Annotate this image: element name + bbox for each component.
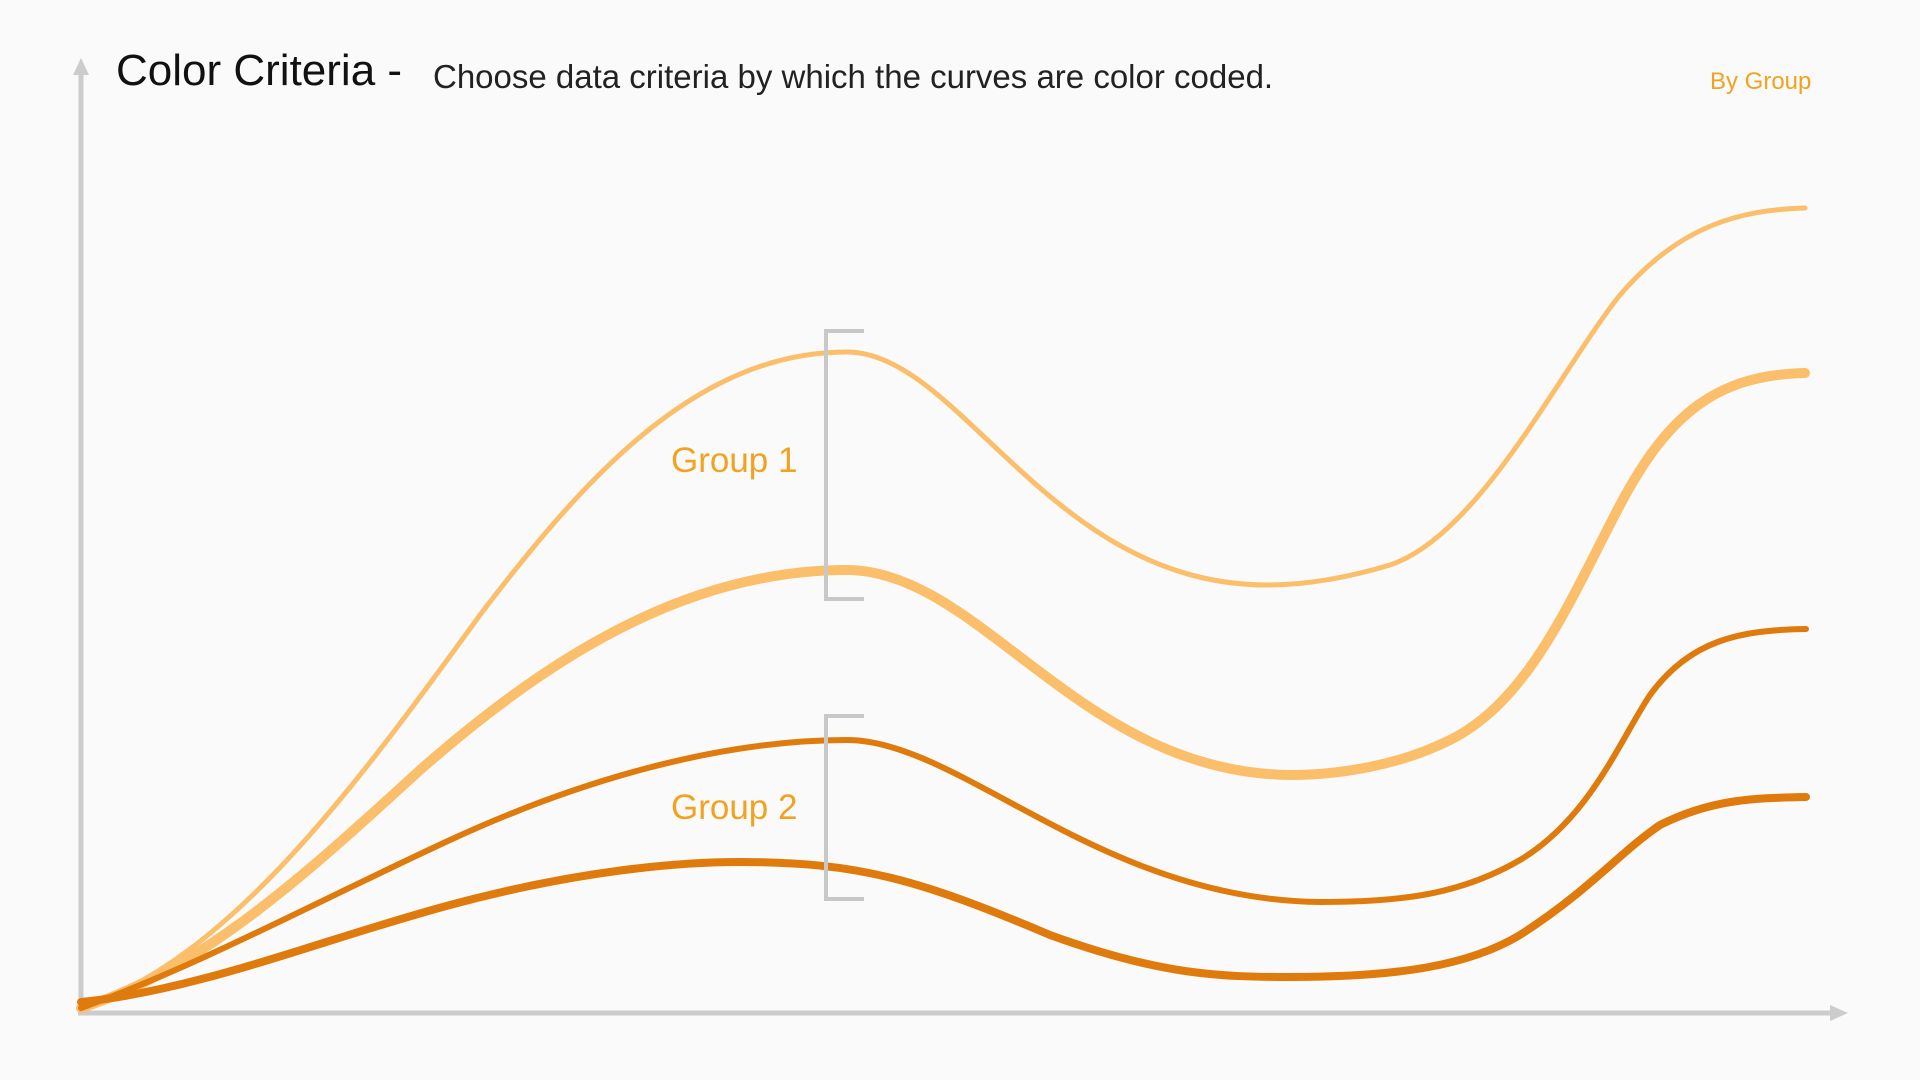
page-subtitle: Choose data criteria by which the curves… xyxy=(433,58,1274,95)
group-2-curves xyxy=(77,626,1810,1011)
color-mode-selector[interactable]: By Group xyxy=(1710,68,1812,95)
group-1-label: Group 1 xyxy=(671,441,798,480)
axes xyxy=(73,58,1848,1021)
bracket-group-1 xyxy=(824,329,864,601)
curve-group1-top xyxy=(78,205,1808,1011)
group-2-label: Group 2 xyxy=(671,788,798,827)
curve-group1-second xyxy=(76,368,1810,1013)
bracket-group-2 xyxy=(824,714,864,901)
y-axis-arrow-icon xyxy=(73,58,89,75)
group-1-curves xyxy=(76,205,1810,1013)
page-title: Color Criteria - xyxy=(116,46,403,95)
curve-group2-first xyxy=(78,626,1809,1011)
x-axis-arrow-icon xyxy=(1830,1005,1848,1021)
curve-group2-second xyxy=(77,793,1810,1006)
